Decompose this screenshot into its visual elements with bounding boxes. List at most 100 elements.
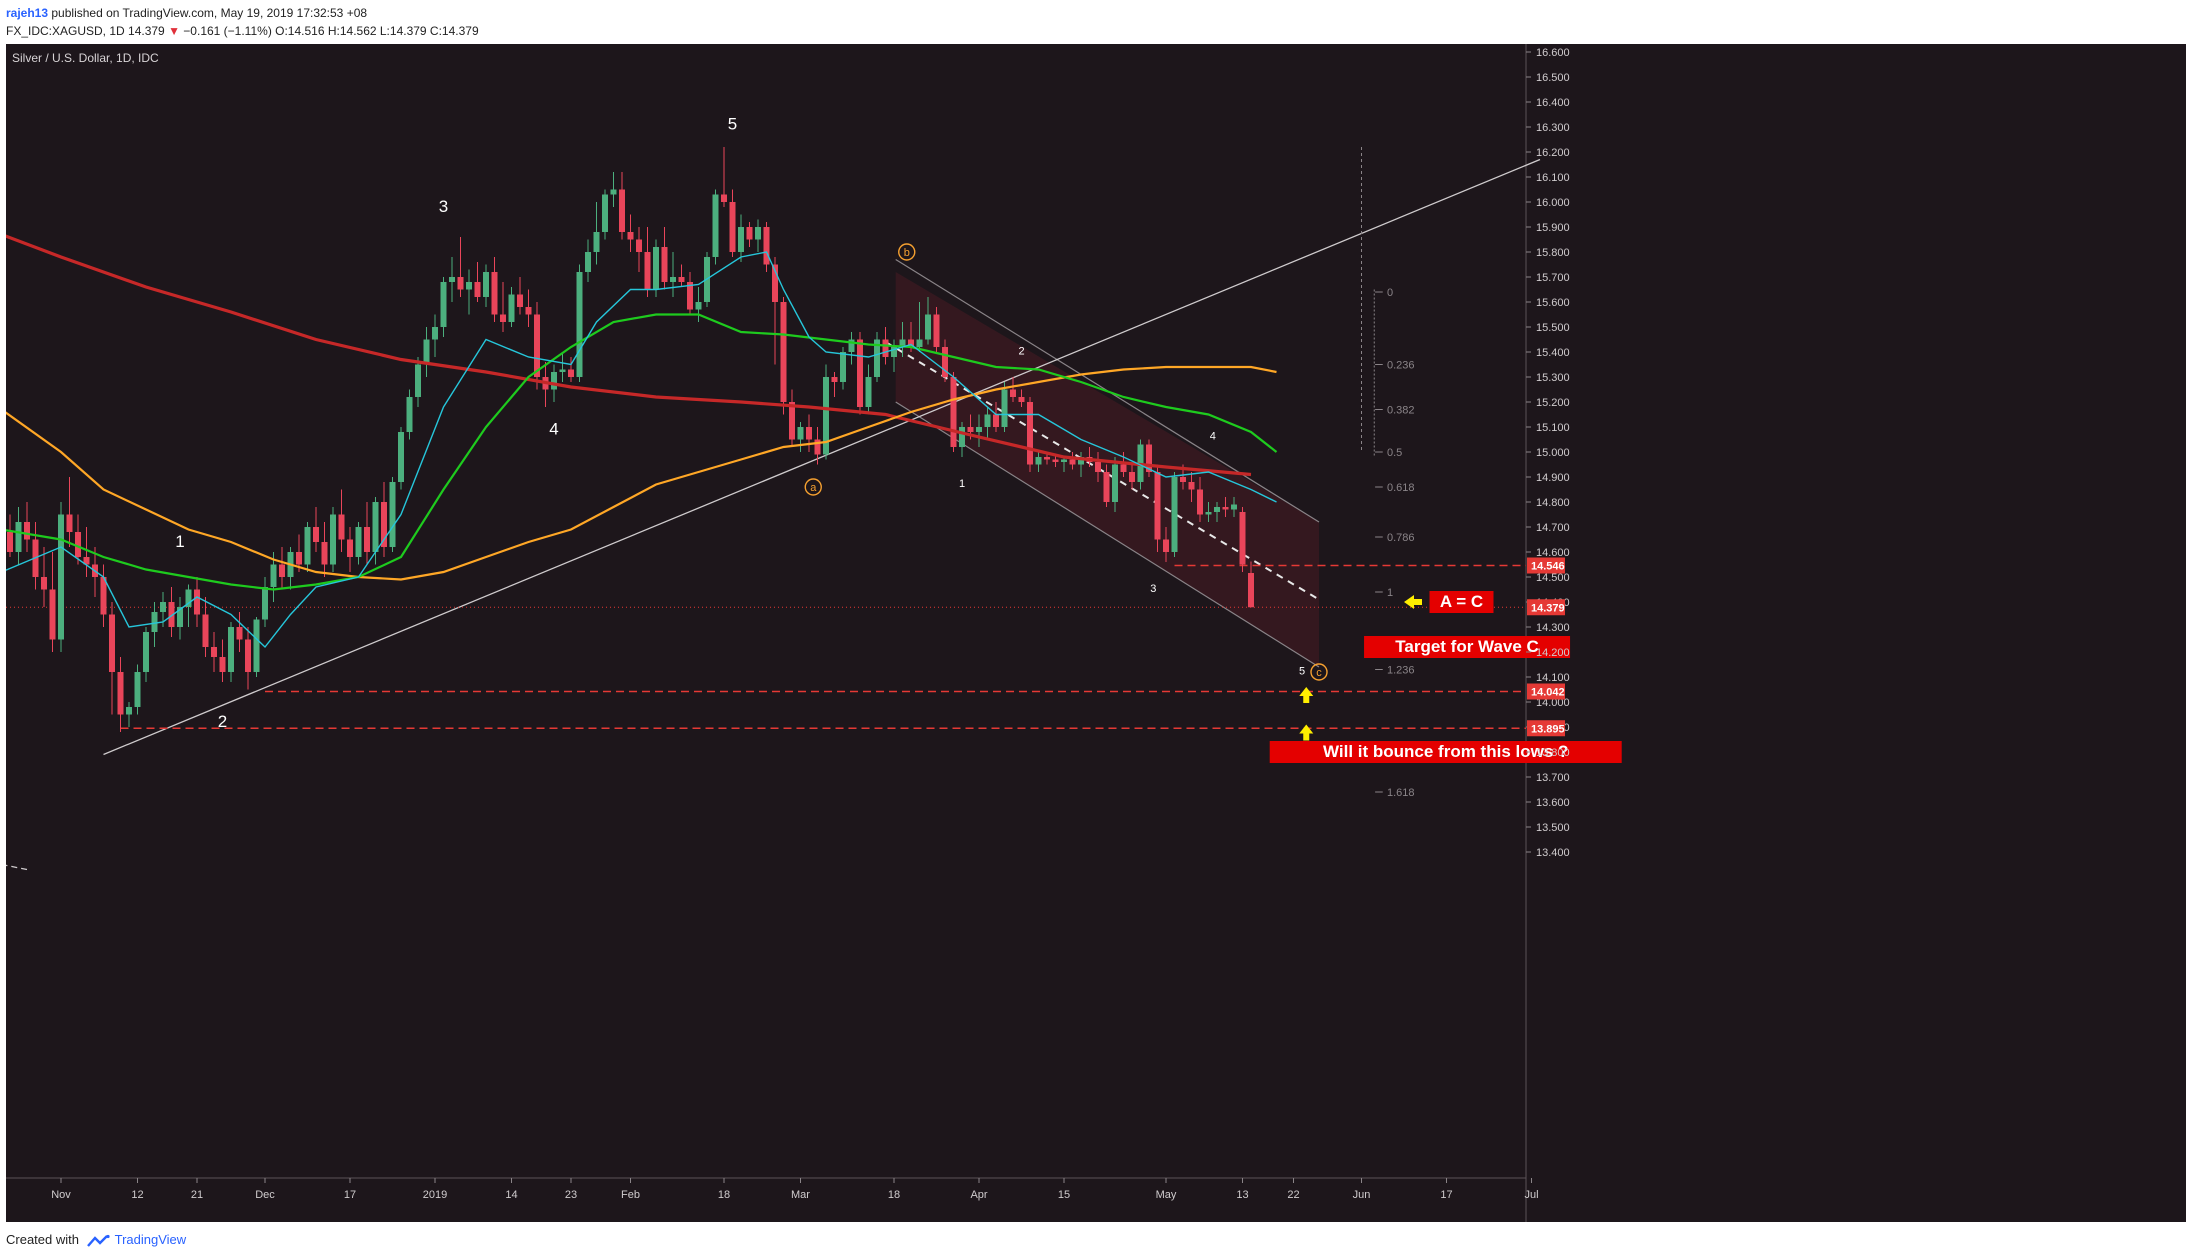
price-tick-label: 14.500 xyxy=(1536,572,1570,584)
price-tick-label: 15.300 xyxy=(1536,372,1570,384)
candle-body xyxy=(253,619,260,672)
candle-body xyxy=(1231,504,1237,510)
price-tick-label: 14.700 xyxy=(1536,522,1570,534)
price-tag-label: 14.379 xyxy=(1531,602,1565,614)
note-target-wave-c: Target for Wave C xyxy=(1395,637,1539,656)
candle-body xyxy=(1027,402,1033,465)
candle-body xyxy=(1214,507,1220,512)
candle-body xyxy=(585,252,591,272)
candle-body xyxy=(976,427,982,432)
sub-wave-label: 1 xyxy=(959,478,965,490)
time-tick-label: Dec xyxy=(255,1189,275,1201)
candle-body xyxy=(517,294,523,307)
fib-level-label: 0 xyxy=(1387,287,1393,299)
candle-body xyxy=(1052,459,1059,462)
candle-body xyxy=(236,627,243,640)
candle-body xyxy=(1222,507,1229,510)
time-tick-label: Jul xyxy=(1524,1189,1538,1201)
time-tick-label: 12 xyxy=(131,1189,143,1201)
candle-body xyxy=(24,522,30,540)
candle-body xyxy=(168,602,175,627)
candle-body xyxy=(304,527,311,565)
candle-body xyxy=(279,564,285,577)
price-tick-label: 14.000 xyxy=(1536,697,1570,709)
chart-area[interactable]: Silver / U.S. Dollar, 1D, IDC 0 0.236 0.382… xyxy=(6,44,2186,1222)
candle-body xyxy=(755,227,761,240)
candle-body xyxy=(262,587,268,620)
note-bounce-question: Will it bounce from this lows ? xyxy=(1323,742,1568,761)
fib-level-label: 0.5 xyxy=(1387,447,1402,459)
candle-body xyxy=(738,227,744,252)
time-tick-label: 15 xyxy=(1058,1189,1070,1201)
price-tag-box xyxy=(1527,720,1565,737)
time-tick-label: 14 xyxy=(505,1189,517,1201)
wave-circle-marker xyxy=(898,243,916,261)
candle-body xyxy=(925,314,931,340)
candle-body xyxy=(313,527,319,542)
candle-body xyxy=(1163,539,1169,552)
candle-body xyxy=(721,194,727,202)
candle-body xyxy=(670,277,676,282)
candle-body xyxy=(678,277,685,282)
candle-body xyxy=(58,514,64,640)
candle-body xyxy=(1146,444,1152,472)
price-tick-label: 14.800 xyxy=(1536,497,1570,509)
candle-body xyxy=(160,602,166,612)
price-tag-label: 13.895 xyxy=(1531,723,1565,735)
left-arrow-icon xyxy=(1404,595,1422,609)
candle-body xyxy=(355,527,362,557)
candle-body xyxy=(245,639,251,672)
candle-body xyxy=(942,347,948,377)
candle-body xyxy=(687,282,693,310)
price-tick-label: 15.100 xyxy=(1536,422,1570,434)
chart-svg[interactable]: Silver / U.S. Dollar, 1D, IDC 0 0.236 0.382… xyxy=(6,44,2186,1222)
candle-body xyxy=(1248,573,1254,608)
candle-body xyxy=(840,352,846,382)
author-link[interactable]: rajeh13 xyxy=(6,6,49,20)
up-arrow-icon xyxy=(1299,687,1314,703)
candle-body xyxy=(1112,464,1118,502)
price-tick-label: 14.600 xyxy=(1536,547,1570,559)
moving-average-line xyxy=(6,234,1252,477)
candle-body xyxy=(347,539,353,557)
tradingview-link[interactable]: TradingView xyxy=(114,1232,187,1247)
wave-label: 3 xyxy=(439,197,448,216)
candle-body xyxy=(75,532,81,557)
price-tick-label: 15.600 xyxy=(1536,297,1570,309)
fib-level-label: 0.618 xyxy=(1387,482,1415,494)
candle-body xyxy=(372,502,379,552)
candle-body xyxy=(440,282,447,327)
time-tick-label: 18 xyxy=(718,1189,730,1201)
price-tick-label: 15.800 xyxy=(1536,247,1570,259)
moving-average-line xyxy=(6,251,1277,649)
candle-body xyxy=(1061,459,1067,462)
price-tag-box xyxy=(1527,683,1565,700)
price-tick-label: 13.400 xyxy=(1536,847,1570,859)
wave-letter-label: c xyxy=(1316,667,1322,679)
candle-body xyxy=(695,302,702,310)
candle-body xyxy=(984,414,991,427)
candle-body xyxy=(109,614,115,672)
price-tick-label: 15.400 xyxy=(1536,347,1570,359)
candle-body xyxy=(874,339,880,377)
tradingview-logo-icon xyxy=(86,1234,110,1247)
candle-body xyxy=(525,307,532,315)
price-tick-label: 16.300 xyxy=(1536,122,1570,134)
candle-body xyxy=(100,577,107,615)
candle-body xyxy=(797,427,804,440)
candle-body xyxy=(1044,457,1050,460)
candle-body xyxy=(891,347,897,357)
time-tick-label: May xyxy=(1156,1189,1177,1201)
candle-body xyxy=(1239,512,1246,565)
price-tick-label: 13.600 xyxy=(1536,797,1570,809)
trendline-tail xyxy=(6,864,28,871)
candle-body xyxy=(381,502,387,547)
wave-label: 4 xyxy=(549,420,558,439)
candle-body xyxy=(1103,472,1110,502)
candle-body xyxy=(66,514,73,532)
fib-level-label: 0.382 xyxy=(1387,405,1415,417)
candle-body xyxy=(653,247,659,290)
candle-body xyxy=(466,282,472,290)
candle-body xyxy=(321,542,328,565)
candle-body xyxy=(661,247,668,282)
